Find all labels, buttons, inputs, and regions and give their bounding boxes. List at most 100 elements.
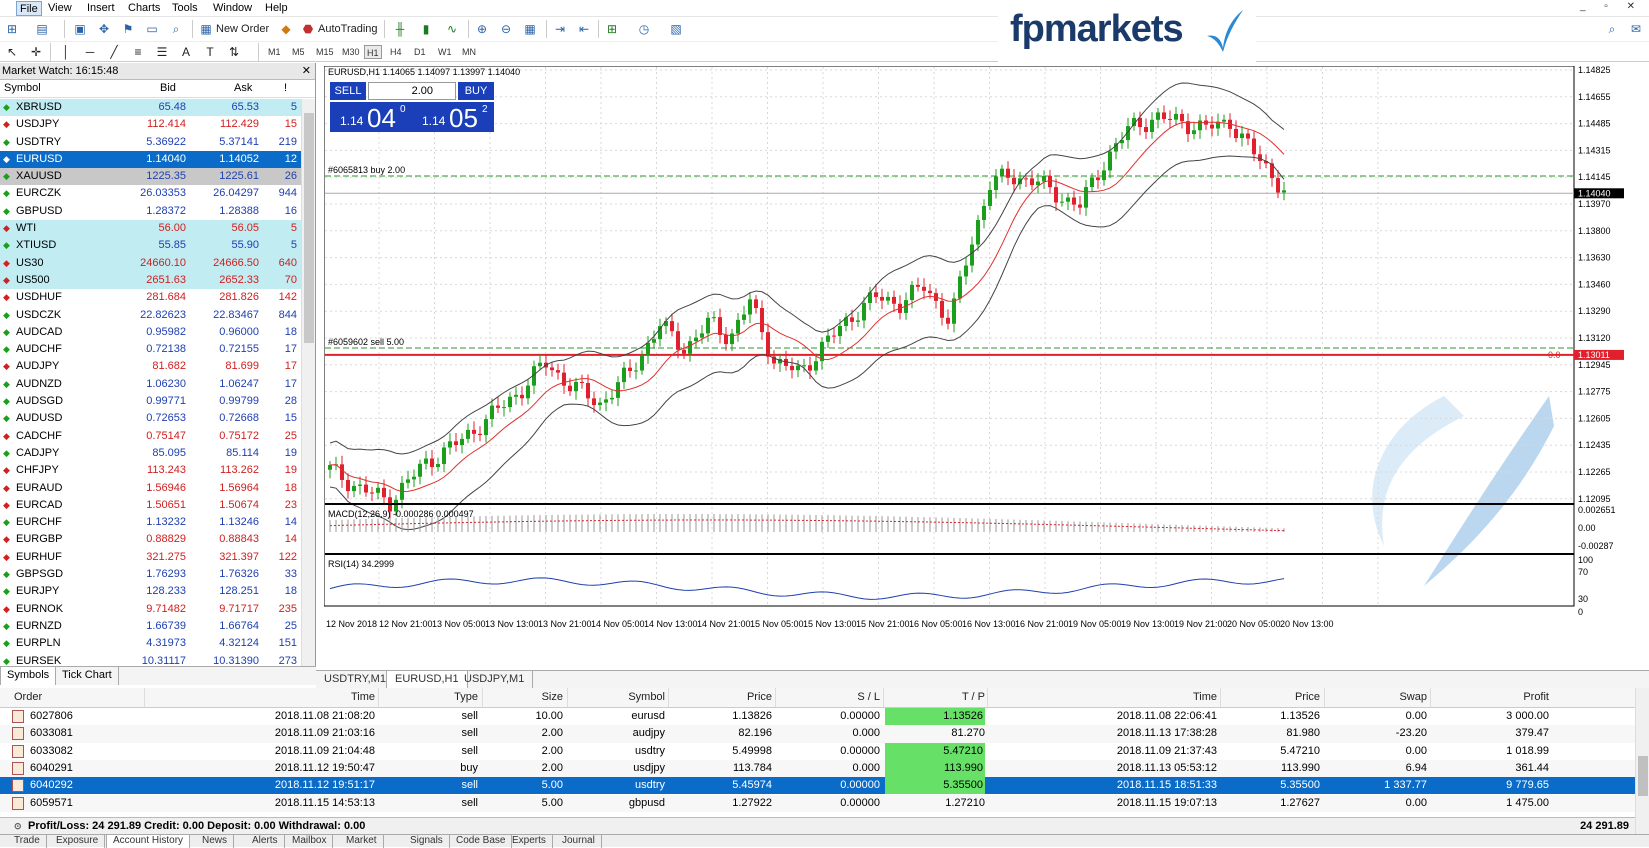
timeframe-d1[interactable]: D1 xyxy=(414,47,426,57)
timeframe-w1[interactable]: W1 xyxy=(438,47,452,57)
terminal-col-6[interactable]: S / L xyxy=(857,691,880,703)
history-row[interactable]: 6040291 2018.11.12 19:50:47 buy 2.00 usdjpy 1… xyxy=(0,759,1635,778)
data-window-icon[interactable]: ⚑ xyxy=(122,22,134,36)
menu-help[interactable]: Help xyxy=(265,2,288,14)
market-watch-row[interactable]: ◆ EURAUD 1.56946 1.56964 18 xyxy=(0,480,301,497)
market-watch-row[interactable]: ◆ CADJPY 85.095 85.114 19 xyxy=(0,445,301,462)
text-label-icon[interactable]: T xyxy=(206,45,214,59)
market-watch-row[interactable]: ◆ USDCZK 22.82623 22.83467 844 xyxy=(0,307,301,324)
chat-icon[interactable]: ✉ xyxy=(1630,22,1642,36)
indicators-icon[interactable]: ⊞ xyxy=(606,22,618,36)
new-chart-icon[interactable]: ⊞ xyxy=(6,22,18,36)
market-watch-row[interactable]: ◆ CHFJPY 113.243 113.262 19 xyxy=(0,462,301,479)
close-icon[interactable]: ✕ xyxy=(301,65,311,77)
market-watch-row[interactable]: ◆ USDTRY 5.36922 5.37141 219 xyxy=(0,134,301,151)
metaeditor-icon[interactable]: ◆ xyxy=(281,22,291,36)
history-row[interactable]: 6040292 2018.11.12 19:51:17 sell 5.00 usdtry… xyxy=(0,777,1635,795)
menu-view[interactable]: View xyxy=(48,2,72,14)
candlestick-icon[interactable]: ▮ xyxy=(422,22,430,36)
market-watch-row[interactable]: ◆ USDJPY 112.414 112.429 15 xyxy=(0,116,301,133)
terminal-tab-trade[interactable]: Trade xyxy=(8,835,47,848)
buy-price-box[interactable]: 1.14 05 2 xyxy=(412,102,494,133)
trendline-icon[interactable]: ╱ xyxy=(110,45,118,59)
market-watch-row[interactable]: ◆ EURGBP 0.88829 0.88843 14 xyxy=(0,531,301,548)
market-watch-row[interactable]: ◆ EURSEK 10.31117 10.31390 273 xyxy=(0,653,301,670)
text-icon[interactable]: A xyxy=(181,45,190,59)
horizontal-line-icon[interactable]: ─ xyxy=(85,45,95,59)
terminal-scroll-thumb[interactable] xyxy=(1638,756,1648,796)
navigator-icon[interactable]: ✥ xyxy=(98,22,110,36)
terminal-col-2[interactable]: Type xyxy=(454,691,478,703)
autotrading-button[interactable]: AutoTrading xyxy=(318,23,378,35)
market-watch-row[interactable]: ◆ AUDSGD 0.99771 0.99799 28 xyxy=(0,393,301,410)
col-bid[interactable]: Bid xyxy=(160,82,176,94)
terminal-col-5[interactable]: Price xyxy=(746,691,772,703)
terminal-tab-code-base[interactable]: Code Base xyxy=(450,835,513,848)
sell-button[interactable]: SELL xyxy=(330,82,366,100)
terminal-col-8[interactable]: Time xyxy=(1192,691,1217,703)
new-order-button[interactable]: New Order xyxy=(216,23,270,35)
market-watch-row[interactable]: ◆ GBPUSD 1.28372 1.28388 16 xyxy=(0,203,301,220)
sell-price-box[interactable]: 1.14 04 0 xyxy=(330,102,412,133)
history-row[interactable]: 6027806 2018.11.08 21:08:20 sell 10.00 eurus… xyxy=(0,708,1635,725)
scroll-thumb[interactable] xyxy=(304,113,314,343)
terminal-tab-journal[interactable]: Journal xyxy=(556,835,602,848)
autoscroll-icon[interactable]: ⇥ xyxy=(554,22,566,36)
terminal-col-4[interactable]: Symbol xyxy=(628,691,665,703)
tab-usdtry-m1[interactable]: USDTRY,M1 xyxy=(316,671,395,688)
tab-tick-chart[interactable]: Tick Chart xyxy=(56,667,119,685)
menu-charts[interactable]: Charts xyxy=(128,2,161,14)
menu-tools[interactable]: Tools xyxy=(172,2,198,14)
market-watch-row[interactable]: ◆ XAUUSD 1225.35 1225.61 26 xyxy=(0,168,301,186)
history-row[interactable]: 6059571 2018.11.15 14:53:13 sell 5.00 gbpusd… xyxy=(0,794,1635,812)
history-row[interactable]: 6033082 2018.11.09 21:04:48 sell 2.00 usdtry… xyxy=(0,742,1635,760)
market-watch-row[interactable]: ◆ EURCAD 1.50651 1.50674 23 xyxy=(0,497,301,514)
market-watch-row[interactable]: ◆ EURNOK 9.71482 9.71717 235 xyxy=(0,601,301,618)
lot-size-input[interactable]: 2.00 xyxy=(368,82,456,100)
tab-symbols[interactable]: Symbols xyxy=(0,667,57,685)
cursor-icon[interactable]: ↖ xyxy=(6,45,18,59)
menu-file[interactable]: File xyxy=(16,1,42,16)
market-watch-row[interactable]: ◆ WTI 56.00 56.05 5 xyxy=(0,220,301,238)
market-watch-row[interactable]: ◆ XTIUSD 55.85 55.90 5 xyxy=(0,237,301,255)
timeframe-mn[interactable]: MN xyxy=(462,47,476,57)
terminal-tab-market[interactable]: Market xyxy=(340,835,384,848)
bar-chart-icon[interactable]: ╫ xyxy=(395,22,405,36)
terminal-tab-signals[interactable]: Signals xyxy=(404,835,450,848)
terminal-col-11[interactable]: Profit xyxy=(1523,691,1549,703)
templates-icon[interactable]: ▧ xyxy=(670,22,682,36)
strategy-tester-icon[interactable]: ⌕ xyxy=(172,22,180,36)
timeframe-h1[interactable]: H1 xyxy=(364,45,382,59)
col-ask[interactable]: Ask xyxy=(234,82,253,94)
market-watch-row[interactable]: ◆ AUDJPY 81.682 81.699 17 xyxy=(0,358,301,375)
price-chart[interactable]: 1.14825 1.14655 1.14485 1.14315 1.14145 1.139… xyxy=(324,66,1649,670)
market-watch-scrollbar[interactable] xyxy=(301,99,315,667)
terminal-col-1[interactable]: Time xyxy=(350,691,375,703)
terminal-col-7[interactable]: T / P xyxy=(961,691,985,703)
market-watch-row[interactable]: ◆ AUDCHF 0.72138 0.72155 17 xyxy=(0,341,301,358)
timeframe-m1[interactable]: M1 xyxy=(268,47,281,57)
timeframe-h4[interactable]: H4 xyxy=(390,47,402,57)
market-watch-row[interactable]: ◆ EURCHF 1.13232 1.13246 14 xyxy=(0,514,301,531)
terminal-icon[interactable]: ▭ xyxy=(146,22,158,36)
timeframe-m5[interactable]: M5 xyxy=(292,47,305,57)
col-symbol[interactable]: Symbol xyxy=(4,82,41,94)
market-watch-row[interactable]: ◆ XBRUSD 65.48 65.53 5 xyxy=(0,99,301,117)
history-row[interactable]: 6033081 2018.11.09 21:03:16 sell 2.00 audjpy… xyxy=(0,725,1635,743)
tab-eurusd-h1[interactable]: EURUSD,H1 xyxy=(386,671,468,688)
crosshair-icon[interactable]: ✛ xyxy=(30,45,42,59)
chart-shift-icon[interactable]: ⇤ xyxy=(578,22,590,36)
timeframe-m30[interactable]: M30 xyxy=(342,47,360,57)
terminal-col-10[interactable]: Swap xyxy=(1399,691,1427,703)
menu-insert[interactable]: Insert xyxy=(87,2,115,14)
market-watch-row[interactable]: ◆ EURNZD 1.66739 1.66764 25 xyxy=(0,618,301,635)
terminal-tab-exposure[interactable]: Exposure xyxy=(50,835,106,848)
col-spread[interactable]: ! xyxy=(284,82,288,94)
terminal-col-9[interactable]: Price xyxy=(1294,691,1320,703)
channel-icon[interactable]: ≡ xyxy=(134,45,142,59)
search-icon[interactable]: ⌕ xyxy=(1608,22,1616,36)
line-chart-icon[interactable]: ∿ xyxy=(446,22,458,36)
market-watch-row[interactable]: ◆ EURHUF 321.275 321.397 122 xyxy=(0,549,301,566)
market-watch-row[interactable]: ◆ EURCZK 26.03353 26.04297 944 xyxy=(0,185,301,202)
market-watch-row[interactable]: ◆ EURUSD 1.14040 1.14052 12 xyxy=(0,150,301,169)
